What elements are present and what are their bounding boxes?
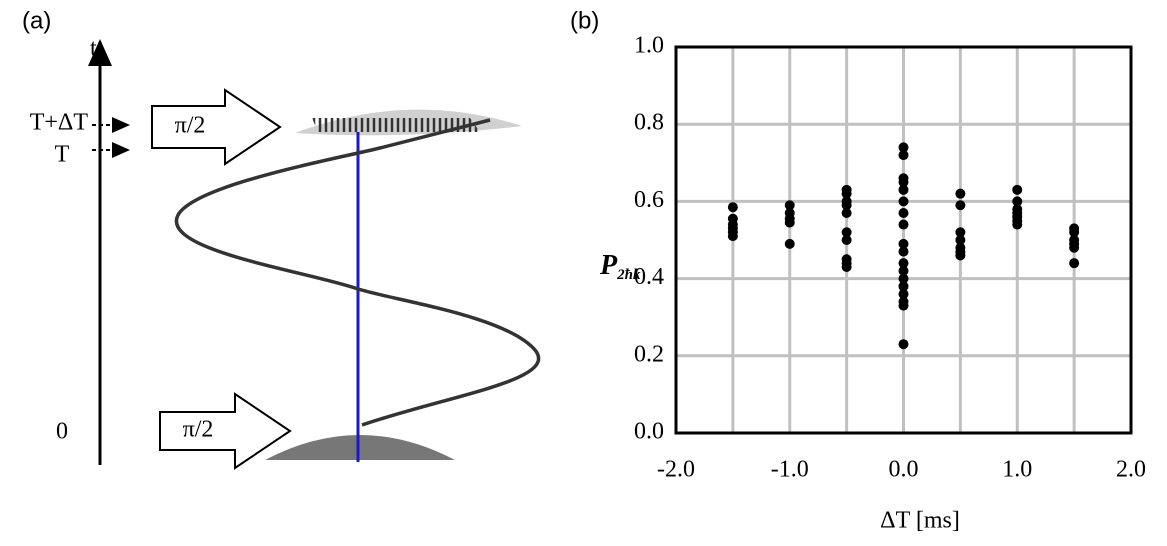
point bbox=[898, 177, 909, 188]
x-tick-label: 0.0 bbox=[889, 457, 919, 483]
point bbox=[841, 235, 852, 245]
axis-label: t bbox=[90, 36, 97, 62]
plot-frame bbox=[674, 45, 1133, 435]
hatch bbox=[312, 118, 480, 132]
y-tick-label: 0.2 bbox=[634, 341, 664, 367]
point bbox=[898, 265, 909, 276]
point bbox=[841, 227, 852, 238]
point bbox=[898, 300, 909, 311]
panel-label: (b) bbox=[570, 7, 599, 34]
pulse-label: π/2 bbox=[183, 417, 214, 443]
point bbox=[841, 262, 852, 273]
panel-label: (a) bbox=[22, 7, 51, 34]
point bbox=[1012, 184, 1023, 195]
pulse-arrow bbox=[159, 392, 292, 470]
point bbox=[841, 188, 852, 199]
point bbox=[841, 200, 852, 211]
point bbox=[898, 196, 909, 207]
time-mark: T+ΔT bbox=[30, 110, 89, 136]
point bbox=[898, 219, 909, 230]
point bbox=[1012, 196, 1023, 207]
point bbox=[1069, 227, 1080, 238]
y-tick-label: 0.8 bbox=[634, 110, 664, 136]
point bbox=[784, 217, 795, 228]
point bbox=[898, 150, 909, 161]
point bbox=[955, 250, 966, 261]
point bbox=[898, 184, 909, 195]
x-axis-label: ΔT [ms] bbox=[880, 508, 960, 534]
point bbox=[898, 207, 909, 218]
point bbox=[727, 202, 738, 213]
y-tick-label: 0.6 bbox=[634, 187, 664, 213]
x-tick-label: 2.0 bbox=[1116, 457, 1146, 483]
time-mark: T bbox=[55, 142, 70, 168]
y-axis-label-main: P bbox=[599, 250, 618, 281]
pulse-arrow bbox=[151, 88, 282, 166]
point bbox=[898, 273, 909, 284]
diagram: (a) t T+ΔT T 0 π/2 π/2 bbox=[22, 7, 541, 470]
point bbox=[1069, 242, 1080, 253]
time-mark: 0 bbox=[56, 419, 68, 445]
point bbox=[898, 281, 909, 292]
point bbox=[1069, 258, 1080, 269]
point bbox=[898, 258, 909, 269]
point bbox=[898, 246, 909, 257]
point bbox=[784, 200, 795, 211]
x-tick-label: 1.0 bbox=[1002, 457, 1032, 483]
x-tick-label: -2.0 bbox=[657, 457, 695, 483]
y-tick-label: 1.0 bbox=[634, 33, 664, 59]
point bbox=[898, 339, 909, 350]
y-tick-label: 0.0 bbox=[634, 419, 664, 445]
cloud-bottom bbox=[265, 435, 455, 460]
point bbox=[727, 231, 738, 242]
point bbox=[955, 227, 966, 238]
point bbox=[955, 235, 966, 245]
point bbox=[898, 238, 909, 249]
point bbox=[898, 289, 909, 300]
point bbox=[955, 188, 966, 199]
trajectory bbox=[174, 118, 541, 427]
point bbox=[898, 142, 909, 153]
point bbox=[955, 200, 966, 211]
y-axis-label-sub: 2ħk bbox=[616, 267, 641, 283]
y-axis-label: P2ħk bbox=[599, 250, 641, 283]
point bbox=[1012, 219, 1023, 230]
y-tick-label: 0.4 bbox=[634, 264, 664, 290]
point bbox=[784, 238, 795, 249]
x-tick-label: -1.0 bbox=[771, 457, 809, 483]
point bbox=[841, 207, 852, 218]
pulse-label: π/2 bbox=[175, 113, 206, 139]
